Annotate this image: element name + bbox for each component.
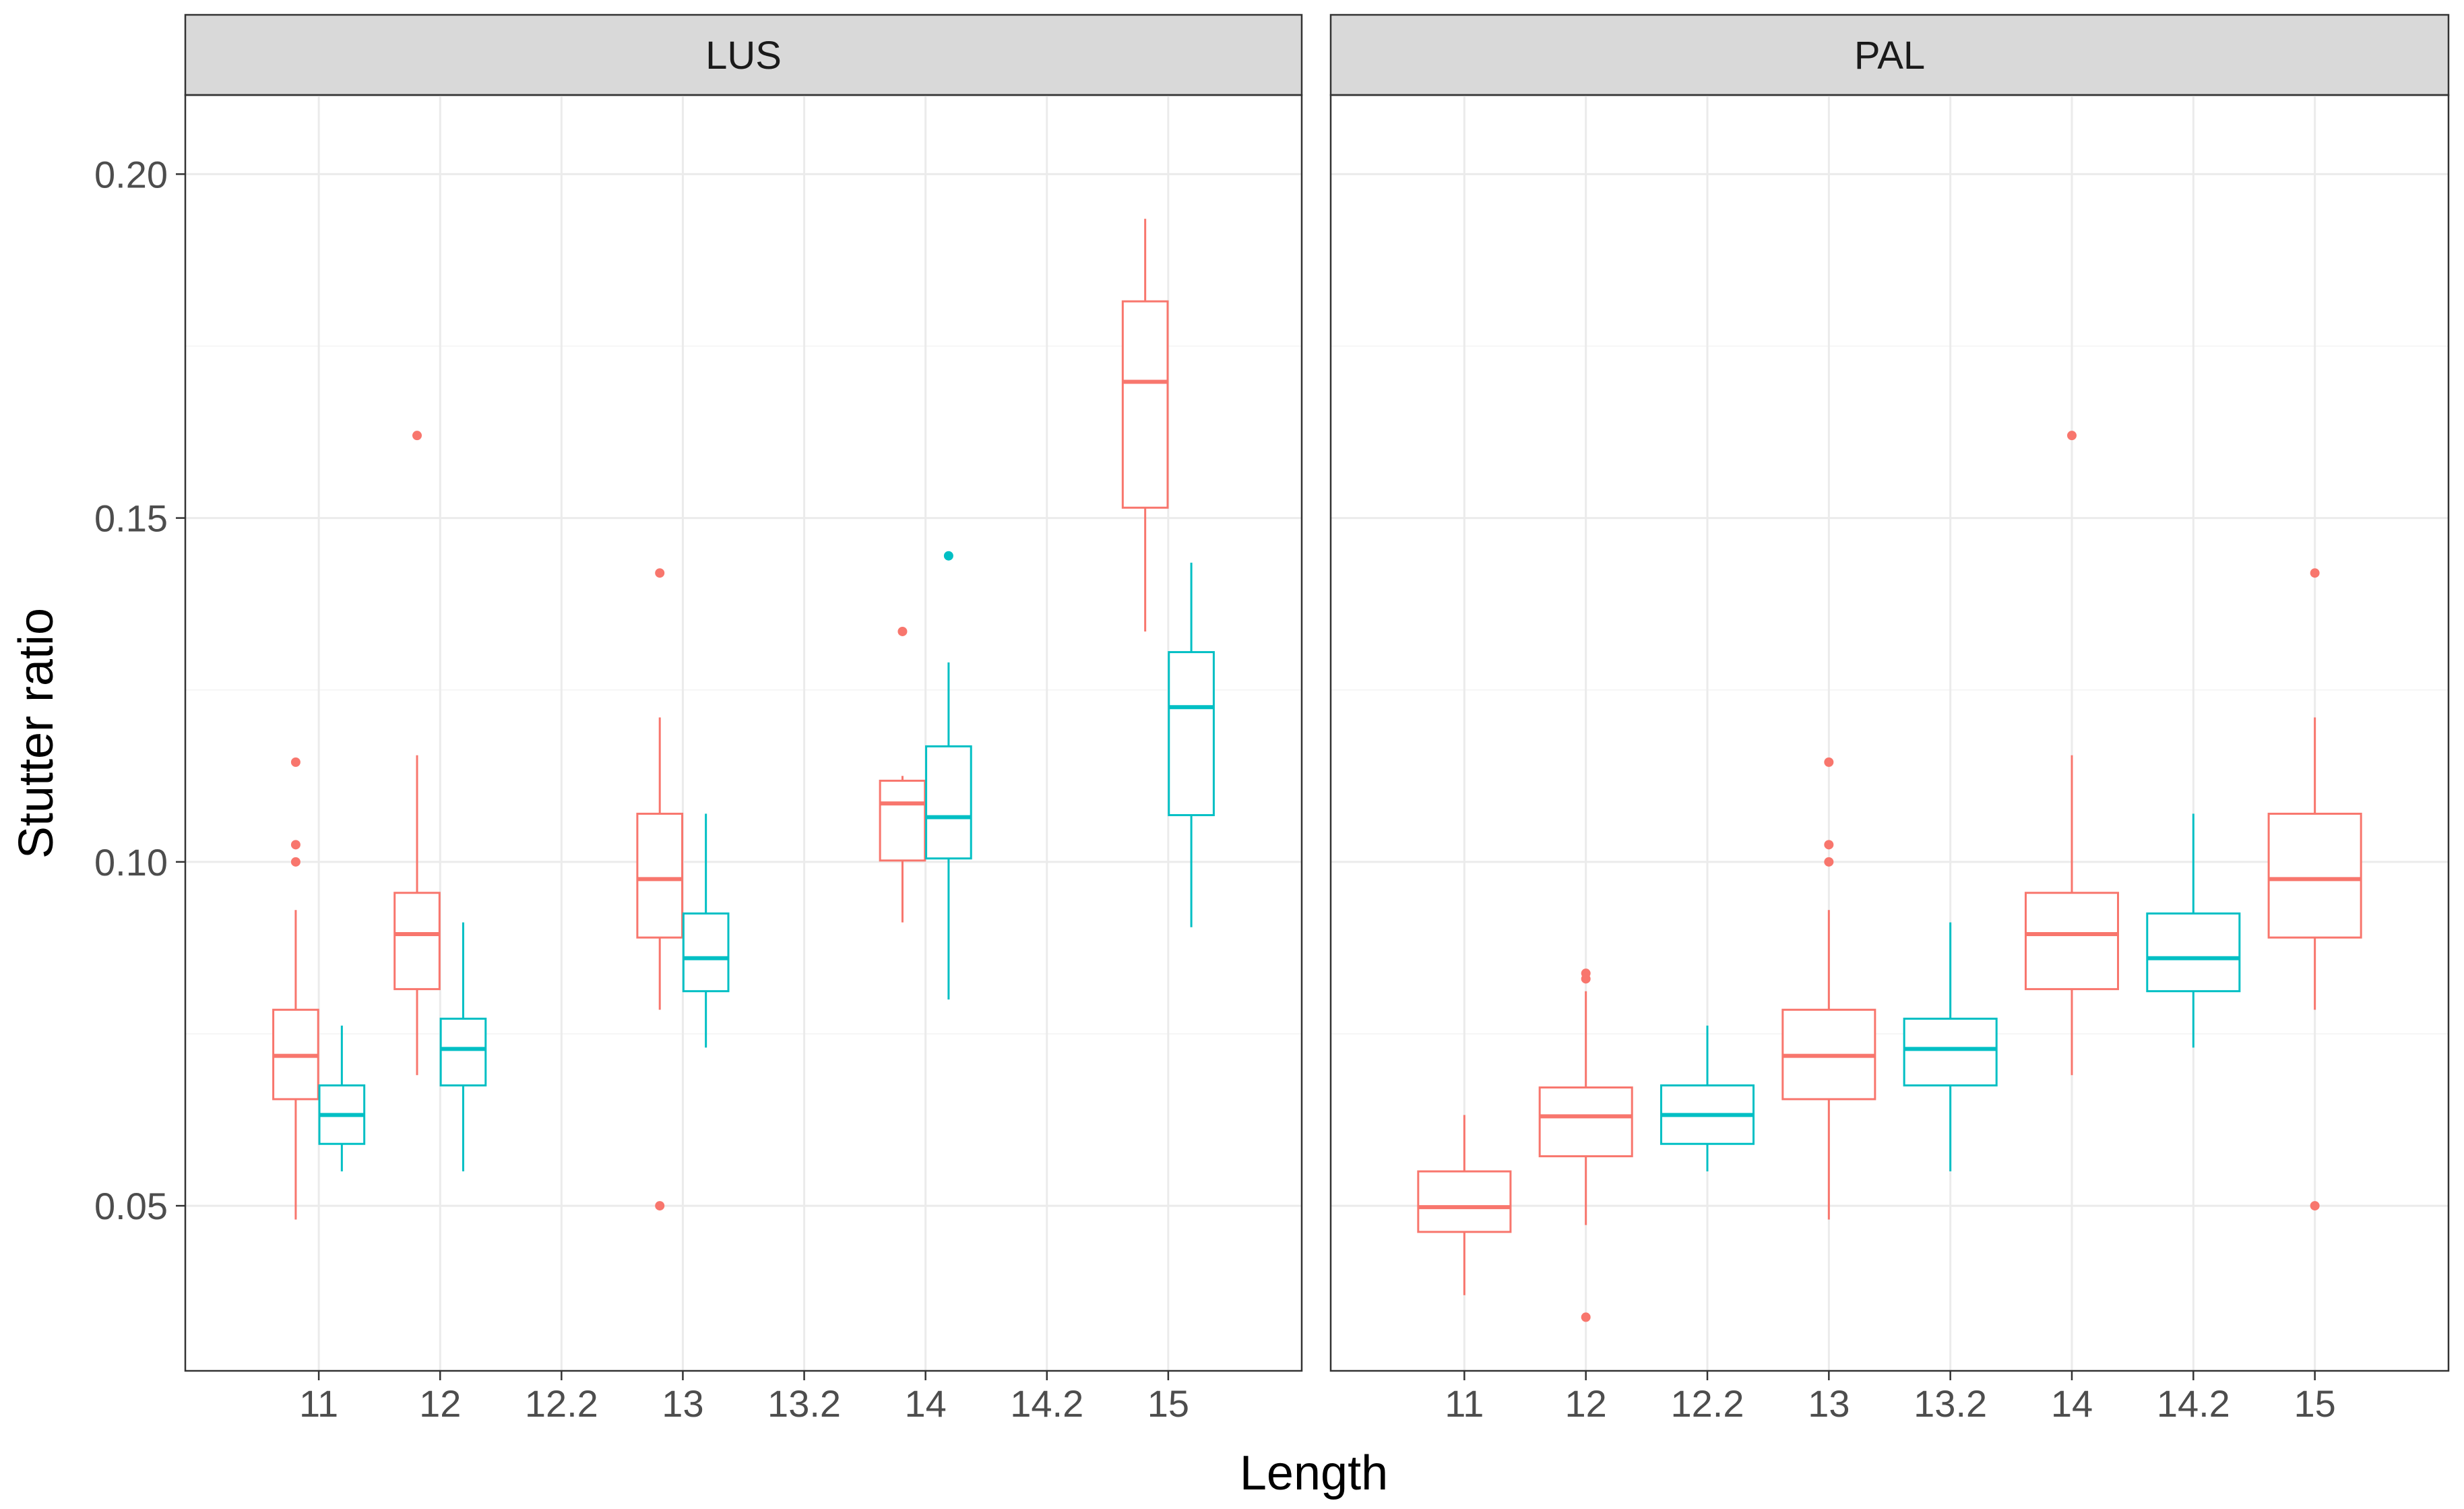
x-tick-label: 15 [2294, 1382, 2335, 1425]
box-outlier [290, 840, 301, 850]
y-tick-label: 0.15 [94, 497, 168, 540]
panel-border-pal [1329, 94, 2450, 1372]
boxes-pal [1417, 431, 2362, 1322]
box-iqr [1903, 1018, 1998, 1086]
box-outlier [655, 1201, 665, 1211]
panel-border-lus [184, 94, 1303, 1372]
x-axis-title: Length [1240, 1446, 1388, 1500]
box-iqr [1417, 1170, 1512, 1233]
box-iqr [1538, 1086, 1633, 1158]
box-iqr [2146, 912, 2241, 993]
box-outlier [290, 757, 301, 767]
facet-label-pal: PAL [1854, 34, 1925, 78]
boxes-lus [272, 218, 1215, 1220]
box-iqr [682, 912, 730, 993]
box-outlier [1581, 1312, 1591, 1322]
x-tick-label: 12.2 [525, 1382, 598, 1425]
x-tick-label: 14.2 [2157, 1382, 2230, 1425]
y-tick-label: 0.20 [94, 153, 168, 195]
box-iqr [2267, 812, 2362, 939]
box-outlier [1824, 840, 1834, 850]
panel-lus: LUS 11 12 12.2 13 13.2 14 14.2 15 [184, 13, 1303, 1425]
box-iqr [1121, 300, 1169, 509]
x-tick-label: 13.2 [767, 1382, 841, 1425]
facet-label-lus: LUS [705, 34, 782, 78]
x-tick-label: 14.2 [1010, 1382, 1083, 1425]
x-tick-label: 13 [1808, 1382, 1850, 1425]
y-tick-label: 0.05 [94, 1185, 168, 1227]
box-iqr [393, 892, 441, 991]
facet-strip-lus [184, 13, 1303, 96]
box-iqr [439, 1018, 487, 1086]
box-outlier [2066, 431, 2077, 441]
box-outlier [412, 431, 422, 441]
y-tick-label: 0.10 [94, 841, 168, 884]
box-iqr [2024, 892, 2120, 991]
facet-strip-pal [1329, 13, 2450, 96]
x-tick-label: 12 [1565, 1382, 1607, 1425]
x-tick-label: 12.2 [1671, 1382, 1744, 1425]
x-tick-label: 13 [662, 1382, 703, 1425]
x-tick-label: 14 [905, 1382, 947, 1425]
box-outlier [1581, 968, 1591, 979]
x-tick-label: 12 [419, 1382, 461, 1425]
box-outlier [1824, 757, 1834, 767]
x-axis-pal: 11 12 12.2 13 13.2 14 14.2 15 [1445, 1371, 2336, 1425]
box-outlier [943, 551, 953, 561]
box-iqr [636, 812, 684, 939]
box-iqr [925, 745, 972, 860]
box-outlier [2310, 1201, 2320, 1211]
x-tick-label: 15 [1147, 1382, 1189, 1425]
x-tick-label: 14 [2051, 1382, 2093, 1425]
box-outlier [2310, 568, 2320, 578]
box-outlier [1824, 857, 1834, 867]
box-iqr [879, 779, 926, 862]
x-tick-label: 11 [1445, 1382, 1484, 1425]
y-axis: 0.05 0.10 0.15 0.20 [94, 153, 185, 1227]
box-outlier [897, 626, 908, 636]
x-tick-label: 11 [299, 1382, 338, 1425]
y-axis-title: Stutter ratio [9, 608, 63, 859]
panel-pal: PAL 11 12 12.2 13 13.2 14 14.2 15 [1329, 13, 2450, 1425]
x-tick-label: 13.2 [1914, 1382, 1987, 1425]
box-iqr [1168, 651, 1215, 816]
x-axis-lus: 11 12 12.2 13 13.2 14 14.2 15 [299, 1371, 1189, 1425]
box-outlier [290, 857, 301, 867]
box-outlier [655, 568, 665, 578]
